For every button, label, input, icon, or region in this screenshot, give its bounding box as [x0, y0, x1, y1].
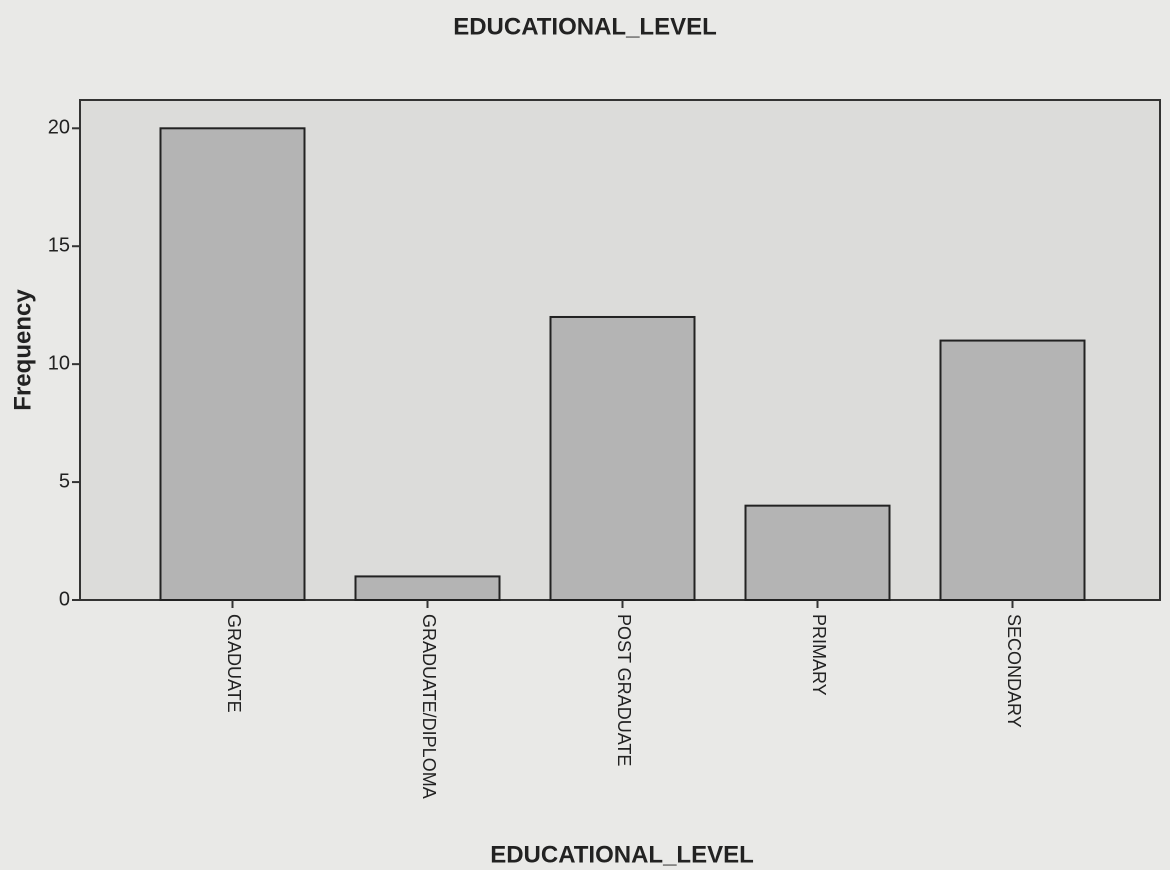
y-tick-label: 0 [59, 588, 70, 610]
x-axis-label: EDUCATIONAL_LEVEL [490, 841, 754, 868]
bar [744, 504, 891, 601]
x-tick-label: GRADUATE/DIPLOMA [419, 614, 439, 799]
bar [549, 315, 696, 601]
x-tick-label: GRADUATE [224, 614, 244, 713]
bar [939, 339, 1086, 601]
bar [354, 575, 501, 602]
y-tick-label: 5 [59, 470, 70, 492]
y-tick-label: 20 [48, 117, 70, 139]
bar [159, 127, 306, 601]
y-tick-label: 15 [48, 235, 70, 257]
x-tick-label: POST GRADUATE [614, 614, 634, 766]
x-tick-label: SECONDARY [1004, 614, 1024, 728]
x-tick-label: PRIMARY [809, 614, 829, 696]
y-tick-label: 10 [48, 352, 70, 374]
y-axis-label: Frequency [9, 289, 36, 411]
chart-title: EDUCATIONAL_LEVEL [453, 13, 717, 40]
